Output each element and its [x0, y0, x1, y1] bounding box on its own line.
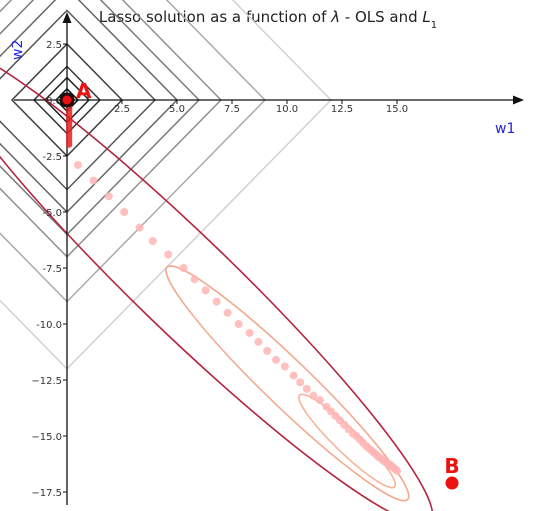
point-a-label: A: [76, 79, 92, 103]
y-tick-label: 0.0: [46, 96, 62, 107]
y-tick-label: −17.5: [31, 488, 62, 499]
l1-contour-10: [0, 0, 333, 370]
path-point: [120, 208, 129, 216]
path-point: [223, 308, 232, 317]
path-point: [280, 362, 289, 371]
path-point: [272, 355, 280, 364]
ols-contour-1: [298, 393, 397, 489]
point-a-core: [62, 95, 72, 105]
l1-contour-4: [10, 42, 124, 158]
path-point: [393, 466, 401, 475]
title-subscript: 1: [431, 20, 437, 31]
ols-contours: [0, 44, 434, 511]
y-tick-label: -2.5: [42, 152, 62, 163]
x-tick-label: 10.0: [276, 104, 298, 115]
ols-contour-3: [0, 44, 434, 511]
path-point: [302, 384, 311, 393]
ols-ellipse-2: [165, 265, 410, 502]
path-point: [263, 346, 272, 355]
path-point: [254, 337, 263, 346]
path-point: [289, 371, 298, 380]
path-point: [316, 396, 324, 405]
ols-ellipse-1: [298, 393, 397, 489]
path-point: [234, 320, 243, 328]
path-point: [89, 176, 98, 185]
y-tick-label: -10.0: [36, 320, 62, 331]
x-axis-label: w1: [495, 121, 515, 137]
y-axis-label: w2: [10, 40, 26, 60]
x-tick-label: 15.0: [386, 104, 408, 115]
path-point: [309, 391, 318, 400]
path-point: [179, 264, 188, 272]
y-tick-label: -5.0: [42, 208, 62, 219]
path-point: [245, 328, 254, 337]
point-b-marker: [445, 476, 459, 490]
ols-contour-2: [165, 265, 410, 502]
l1-contour-9: [0, 0, 267, 303]
y-tick-label: -7.5: [42, 264, 62, 275]
title-main: Lasso solution as a function of: [99, 8, 331, 26]
y-axis-arrow: [62, 12, 72, 23]
x-tick-label: 5.0: [169, 104, 185, 115]
x-tick-label: 12.5: [331, 104, 353, 115]
y-tick-label: −12.5: [31, 376, 62, 387]
ols-ellipse-3: [0, 44, 434, 511]
path-point: [148, 237, 157, 246]
path-point: [74, 160, 82, 169]
chart-title: Lasso solution as a function of λ - OLS …: [99, 8, 437, 31]
path-point: [296, 378, 305, 387]
path-point: [104, 192, 113, 201]
path-point: [164, 250, 173, 259]
lasso-path: [66, 97, 401, 475]
x-axis-arrow: [513, 95, 524, 105]
x-tick-label: 7.5: [224, 104, 240, 115]
marked-points: AB: [59, 79, 460, 490]
l1-contour-8: [0, 0, 223, 258]
path-point: [212, 297, 221, 306]
l1-contour-6: [0, 0, 179, 214]
l1-contour-5: [0, 9, 157, 191]
point-b-label: B: [444, 454, 459, 478]
path-point: [201, 286, 210, 295]
tick-labels: 2.5 5.0 7.5 10.0 12.5 15.0 2.5 0.0 -2.5 -5.0 -7.5 -…: [31, 40, 408, 499]
y-tick-label: −15.0: [31, 432, 62, 443]
title-mid: - OLS and: [340, 8, 422, 26]
path-point: [190, 275, 199, 284]
title-l: L: [422, 8, 430, 26]
y-tick-label: 2.5: [46, 40, 62, 51]
x-tick-label: 2.5: [114, 104, 130, 115]
l1-contour-7: [0, 0, 201, 236]
path-point: [135, 223, 144, 232]
title-lambda: λ: [330, 8, 340, 26]
